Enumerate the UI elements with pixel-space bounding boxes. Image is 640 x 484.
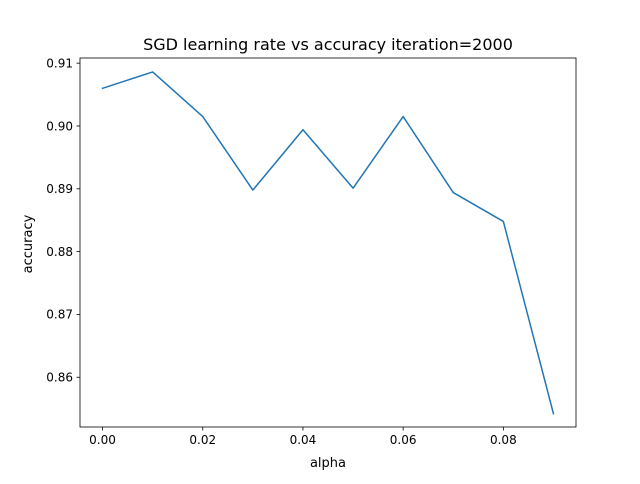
x-axis-label: alpha	[310, 456, 346, 471]
y-tick-label: 0.90	[46, 119, 73, 133]
x-tick-label: 0.08	[490, 433, 517, 447]
x-tick-label: 0.00	[89, 433, 116, 447]
y-tick-label: 0.91	[46, 56, 73, 70]
x-tick-label: 0.06	[390, 433, 417, 447]
y-tick-label: 0.88	[46, 245, 73, 259]
y-tick-label: 0.86	[46, 371, 73, 385]
x-tick-label: 0.04	[290, 433, 317, 447]
x-tick-label: 0.02	[189, 433, 216, 447]
plot-area: 0.00 0.02 0.04 0.06 0.08 0.86 0.87 0.88 0.89 0.90…	[46, 56, 577, 447]
y-tick-label: 0.89	[46, 182, 73, 196]
y-axis-label: accuracy	[21, 214, 36, 273]
chart-title: SGD learning rate vs accuracy iteration=…	[143, 35, 513, 54]
series-line-0	[101, 71, 555, 415]
axes-frame	[79, 57, 577, 428]
y-tick-label: 0.87	[46, 308, 73, 322]
